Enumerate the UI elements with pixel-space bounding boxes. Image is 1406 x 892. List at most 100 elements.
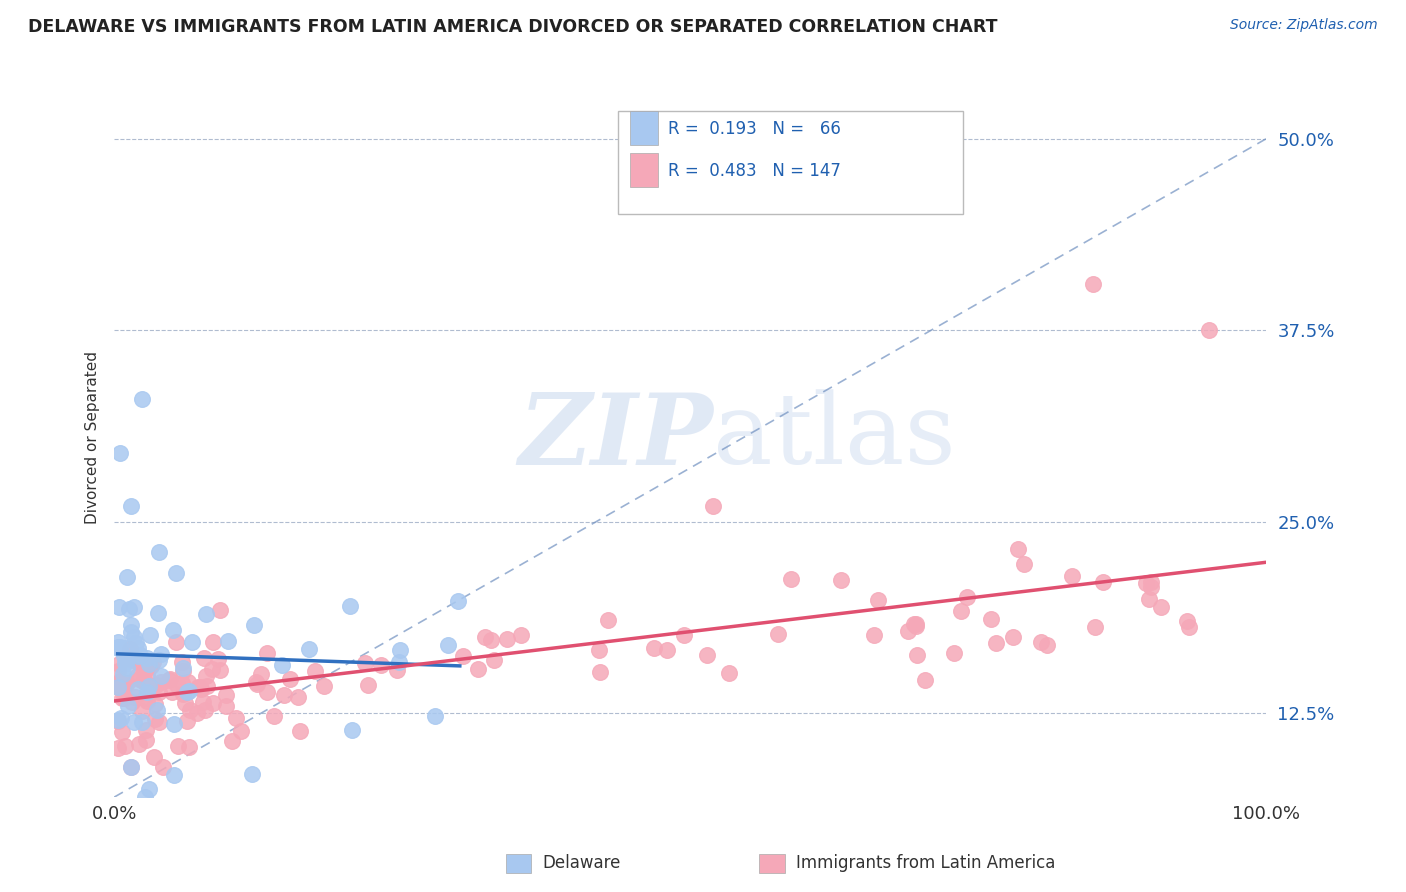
- Point: [121, 695, 143, 709]
- Point: [246, 677, 269, 691]
- Text: R =  0.483   N = 147: R = 0.483 N = 147: [668, 162, 841, 180]
- Point: [148, 653, 170, 667]
- Point: [949, 605, 972, 619]
- Point: [1149, 600, 1171, 615]
- Point: [588, 643, 610, 657]
- Point: [117, 699, 139, 714]
- Point: [1091, 574, 1114, 589]
- Text: Delaware: Delaware: [543, 854, 621, 871]
- Point: [107, 677, 129, 691]
- Point: [779, 572, 801, 586]
- Point: [696, 648, 718, 663]
- Point: [124, 599, 146, 614]
- Point: [217, 634, 239, 648]
- Point: [128, 738, 150, 752]
- Point: [287, 690, 309, 705]
- Point: [172, 664, 194, 678]
- Point: [172, 661, 194, 675]
- Point: [655, 642, 678, 657]
- Point: [127, 640, 149, 655]
- Point: [1198, 323, 1220, 337]
- Point: [138, 679, 160, 693]
- Point: [112, 676, 135, 690]
- Point: [110, 445, 132, 459]
- Point: [176, 714, 198, 729]
- Point: [114, 679, 136, 693]
- Point: [1002, 630, 1025, 644]
- Point: [177, 675, 200, 690]
- Point: [225, 711, 247, 725]
- Point: [129, 657, 152, 672]
- Point: [1012, 557, 1035, 571]
- Point: [179, 703, 201, 717]
- Point: [163, 768, 186, 782]
- Point: [107, 641, 129, 656]
- Point: [193, 651, 215, 665]
- Point: [146, 703, 169, 717]
- Point: [1035, 638, 1057, 652]
- Text: Immigrants from Latin America: Immigrants from Latin America: [796, 854, 1054, 871]
- Point: [120, 759, 142, 773]
- Point: [114, 739, 136, 754]
- Point: [131, 714, 153, 729]
- Point: [897, 624, 920, 638]
- Point: [271, 658, 294, 673]
- Point: [1083, 277, 1105, 292]
- Point: [245, 674, 267, 689]
- Point: [215, 699, 238, 714]
- Point: [148, 714, 170, 729]
- Point: [121, 759, 143, 773]
- Point: [298, 641, 321, 656]
- Point: [903, 617, 925, 632]
- Text: Source: ZipAtlas.com: Source: ZipAtlas.com: [1230, 18, 1378, 32]
- Point: [135, 663, 157, 677]
- Point: [120, 499, 142, 513]
- Point: [207, 652, 229, 666]
- Point: [1177, 620, 1199, 634]
- Point: [176, 685, 198, 699]
- Point: [150, 675, 173, 690]
- Point: [124, 630, 146, 644]
- Point: [643, 640, 665, 655]
- Point: [124, 690, 146, 704]
- Point: [256, 646, 278, 660]
- Point: [107, 714, 129, 728]
- Point: [131, 392, 153, 406]
- Point: [136, 651, 159, 665]
- Point: [914, 673, 936, 687]
- Point: [273, 688, 295, 702]
- Point: [138, 782, 160, 797]
- Point: [221, 734, 243, 748]
- Point: [127, 648, 149, 663]
- Point: [195, 679, 218, 693]
- Point: [177, 683, 200, 698]
- Point: [127, 681, 149, 696]
- Point: [194, 703, 217, 717]
- Point: [149, 669, 172, 683]
- Point: [159, 672, 181, 686]
- Point: [256, 685, 278, 699]
- Y-axis label: Divorced or Separated: Divorced or Separated: [86, 351, 100, 524]
- Point: [165, 566, 187, 580]
- Point: [145, 677, 167, 691]
- Point: [117, 661, 139, 675]
- Point: [107, 640, 129, 655]
- Text: DELAWARE VS IMMIGRANTS FROM LATIN AMERICA DIVORCED OR SEPARATED CORRELATION CHAR: DELAWARE VS IMMIGRANTS FROM LATIN AMERIC…: [28, 18, 998, 36]
- Point: [1137, 592, 1160, 607]
- Point: [112, 691, 135, 706]
- Point: [866, 593, 889, 607]
- Point: [1139, 580, 1161, 594]
- Point: [388, 642, 411, 657]
- Point: [186, 706, 208, 721]
- Point: [479, 633, 502, 648]
- Point: [166, 678, 188, 692]
- Point: [496, 632, 519, 646]
- Point: [370, 658, 392, 673]
- Point: [120, 617, 142, 632]
- Point: [111, 690, 134, 705]
- Point: [117, 653, 139, 667]
- Point: [193, 695, 215, 709]
- Point: [112, 666, 135, 681]
- Point: [148, 685, 170, 699]
- Point: [1135, 575, 1157, 590]
